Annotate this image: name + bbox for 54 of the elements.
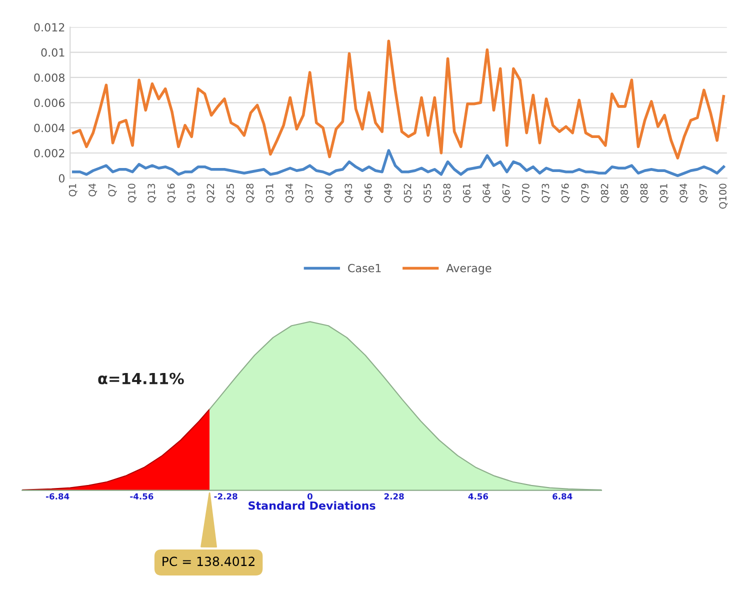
x-tick-label: Q73	[542, 184, 550, 203]
x-tick-label: Q49	[384, 184, 393, 203]
x-tick-label: Q85	[620, 184, 630, 203]
y-tick-label: 0.012	[34, 23, 64, 32]
x-tick-label: Q52	[404, 184, 412, 203]
legend-label: Case1	[348, 264, 381, 272]
x-tick-label: 4.56	[468, 493, 488, 500]
x-tick-label: Q40	[325, 184, 334, 203]
x-axis-title: Standard Deviations	[248, 501, 376, 510]
x-tick-label: 0	[307, 493, 312, 500]
y-tick-label: 0	[58, 174, 65, 183]
x-tick-label: Q61	[462, 184, 472, 203]
x-tick-label: Q100	[719, 184, 728, 209]
x-tick-label: 6.84	[552, 493, 572, 500]
x-tick-label: Q4	[88, 184, 98, 196]
x-tick-label: 2.28	[384, 493, 404, 500]
x-tick-label: -2.28	[214, 493, 238, 500]
x-tick-label: Q16	[167, 184, 176, 203]
x-tick-label: Q19	[187, 184, 196, 203]
x-tick-label: Q46	[364, 184, 373, 203]
y-tick-label: 0.002	[34, 148, 64, 158]
x-tick-label: Q58	[443, 184, 452, 203]
annotation: α=14.11%	[98, 372, 184, 384]
y-tick-label: 0.01	[41, 48, 64, 57]
x-tick-label: Q64	[482, 184, 492, 203]
x-tick-label: -6.84	[46, 493, 70, 500]
x-tick-label: Q43	[344, 184, 354, 203]
x-tick-label: Q55	[424, 184, 432, 203]
x-tick-label: Q1	[68, 184, 78, 196]
x-tick-label: Q34	[286, 184, 294, 203]
x-tick-label: Q97	[699, 184, 708, 203]
x-tick-label: Q31	[266, 184, 274, 203]
x-tick-label: Q76	[561, 184, 570, 203]
x-tick-label: Q37	[305, 184, 314, 203]
x-tick-label: Q7	[108, 184, 117, 196]
x-tick-label: Q10	[128, 184, 136, 203]
legend-label: Average	[446, 264, 492, 274]
annotation: PC = 138.4012	[162, 556, 254, 566]
x-tick-label: Q94	[680, 184, 688, 203]
x-tick-label: Q82	[600, 184, 610, 203]
x-tick-label: -4.56	[130, 493, 154, 500]
x-tick-label: Q79	[581, 184, 590, 203]
y-tick-label: 0.004	[34, 124, 65, 132]
x-tick-label: Q25	[226, 184, 235, 203]
x-tick-label: Q70	[522, 184, 531, 203]
x-tick-label: Q88	[640, 184, 649, 203]
x-tick-label: Q13	[148, 184, 156, 203]
x-tick-label: Q22	[206, 184, 216, 203]
line-series	[72, 40, 726, 160]
y-tick-label: 0.008	[34, 73, 64, 82]
x-tick-label: Q91	[660, 184, 668, 203]
x-tick-label: Q67	[502, 184, 511, 203]
x-tick-label: Q28	[246, 184, 255, 203]
y-tick-label: 0.006	[34, 98, 65, 108]
